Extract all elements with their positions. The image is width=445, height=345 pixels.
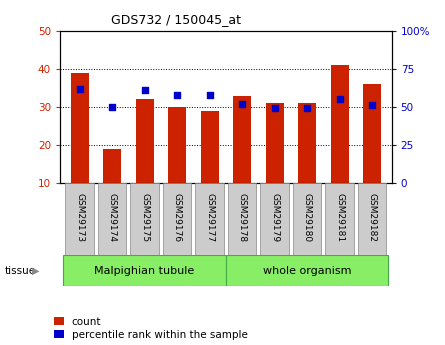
Bar xyxy=(195,183,224,255)
Text: whole organism: whole organism xyxy=(263,266,352,276)
Bar xyxy=(163,183,191,255)
Text: tissue: tissue xyxy=(4,266,36,276)
Point xyxy=(368,103,376,108)
Bar xyxy=(298,103,316,183)
Bar xyxy=(363,84,381,183)
Bar xyxy=(98,183,126,255)
Point xyxy=(109,104,116,110)
Bar xyxy=(233,96,251,183)
Text: GSM29174: GSM29174 xyxy=(108,193,117,242)
Bar xyxy=(65,183,94,255)
Bar xyxy=(201,111,218,183)
Text: GDS732 / 150045_at: GDS732 / 150045_at xyxy=(111,13,241,26)
Bar xyxy=(358,183,386,255)
Bar xyxy=(325,183,354,255)
Text: GSM29176: GSM29176 xyxy=(173,193,182,242)
Bar xyxy=(136,99,154,183)
Text: GSM29180: GSM29180 xyxy=(303,193,312,242)
Bar xyxy=(63,255,226,286)
Text: GSM29181: GSM29181 xyxy=(335,193,344,242)
Bar xyxy=(103,149,121,183)
Text: GSM29173: GSM29173 xyxy=(75,193,84,242)
Bar xyxy=(228,183,256,255)
Text: GSM29178: GSM29178 xyxy=(238,193,247,242)
Bar xyxy=(168,107,186,183)
Bar xyxy=(71,73,89,183)
Bar xyxy=(226,255,388,286)
Text: Malpighian tubule: Malpighian tubule xyxy=(94,266,195,276)
Legend: count, percentile rank within the sample: count, percentile rank within the sample xyxy=(54,317,248,340)
Bar xyxy=(293,183,321,255)
Point xyxy=(303,106,311,111)
Text: ▶: ▶ xyxy=(32,266,40,276)
Point xyxy=(206,92,213,98)
Text: GSM29177: GSM29177 xyxy=(205,193,214,242)
Text: GSM29182: GSM29182 xyxy=(368,193,376,242)
Point xyxy=(174,92,181,98)
Bar xyxy=(260,183,289,255)
Point xyxy=(336,97,343,102)
Point xyxy=(141,88,148,93)
Text: GSM29175: GSM29175 xyxy=(140,193,149,242)
Bar xyxy=(130,183,159,255)
Point xyxy=(271,106,278,111)
Text: GSM29179: GSM29179 xyxy=(270,193,279,242)
Bar xyxy=(331,65,348,183)
Point xyxy=(239,101,246,107)
Point xyxy=(76,86,83,91)
Bar xyxy=(266,103,283,183)
